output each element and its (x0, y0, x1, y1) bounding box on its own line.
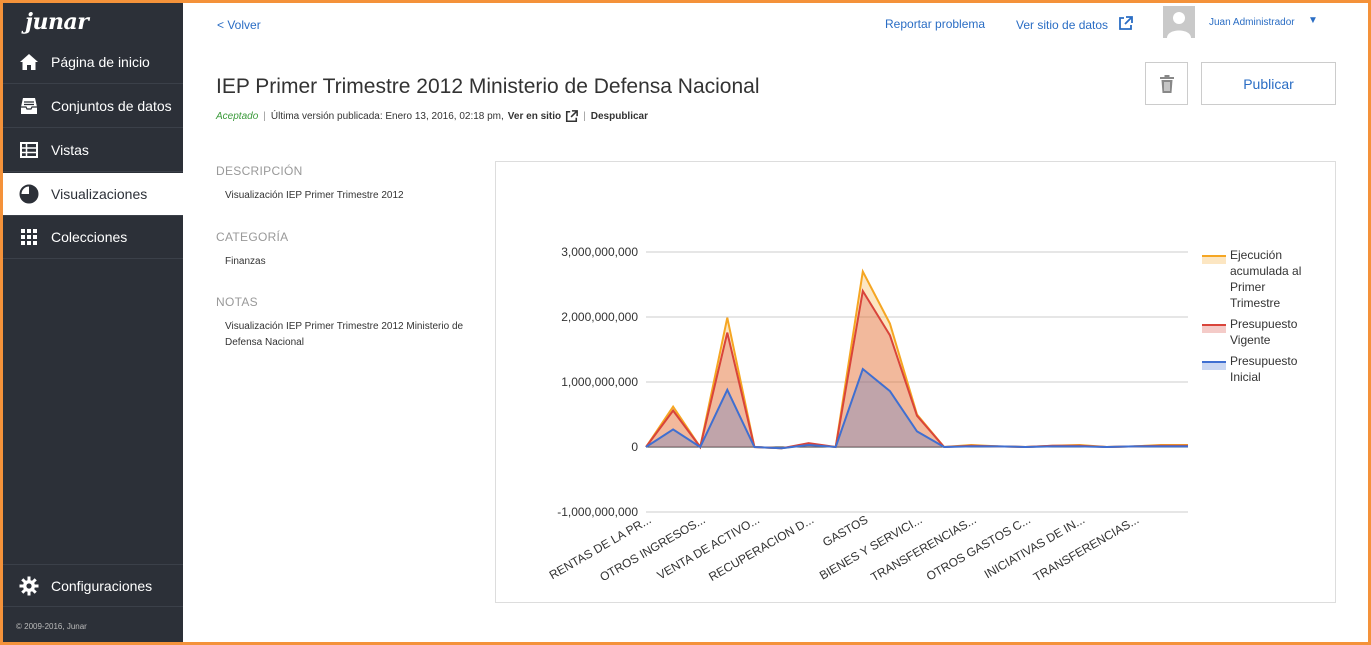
pie-chart-icon (19, 184, 39, 204)
sidebar-item-label: Vistas (51, 142, 89, 158)
category-heading: CATEGORÍA (216, 230, 289, 244)
y-tick-label: 3,000,000,000 (561, 245, 638, 259)
series-line (645, 367, 1188, 450)
y-tick-label: 1,000,000,000 (561, 375, 638, 389)
trash-icon (1159, 74, 1174, 93)
legend-swatch (1202, 325, 1226, 333)
page-title: IEP Primer Trimestre 2012 Ministerio de … (216, 75, 760, 98)
x-tick-label: RECUPERACION D... (706, 512, 816, 583)
copyright: © 2009-2016, Junar (16, 622, 87, 631)
sidebar-item-views[interactable]: Vistas (3, 129, 183, 172)
chart-panel: -1,000,000,000 0 1,000,000,000 2,000,000,00… (495, 161, 1336, 603)
legend-label: Presupuesto (1230, 354, 1298, 368)
sidebar-item-datasets[interactable]: Conjuntos de datos (3, 85, 183, 128)
published-info: Última versión publicada: Enero 13, 2016… (270, 111, 504, 122)
category-text: Finanzas (225, 256, 266, 267)
y-tick-label: 2,000,000,000 (561, 310, 638, 324)
sidebar-item-label: Conjuntos de datos (51, 98, 172, 114)
table-icon (20, 142, 38, 158)
external-link-icon[interactable] (565, 110, 579, 123)
description-text: Visualización IEP Primer Trimestre 2012 (225, 190, 404, 201)
sidebar: junar Página de inicio Conjuntos de dato… (3, 3, 183, 642)
legend-label: Inicial (1230, 370, 1261, 384)
sidebar-item-home[interactable]: Página de inicio (3, 41, 183, 84)
notes-heading: NOTAS (216, 295, 258, 309)
legend-label: Ejecución (1230, 248, 1282, 262)
delete-button[interactable] (1145, 62, 1188, 105)
unpublish-link[interactable]: Despublicar (590, 111, 649, 122)
junar-logo[interactable]: junar (25, 9, 89, 35)
user-silhouette-icon (1167, 12, 1191, 38)
grid-icon (21, 229, 37, 245)
legend-label: Primer (1230, 280, 1265, 294)
view-on-site-link[interactable]: Ver en sitio (507, 111, 562, 122)
sidebar-item-visualizations[interactable]: Visualizaciones (3, 173, 183, 216)
back-link[interactable]: < Volver (217, 18, 261, 32)
y-tick-label: -1,000,000,000 (557, 505, 638, 519)
y-tick-label: 0 (631, 440, 638, 454)
avatar[interactable] (1163, 6, 1195, 38)
separator: | (263, 111, 266, 122)
view-data-site-link[interactable]: Ver sitio de datos (1016, 18, 1109, 32)
report-problem-link[interactable]: Reportar problema (885, 17, 986, 31)
sidebar-item-collections[interactable]: Colecciones (3, 216, 183, 259)
app-frame: junar Página de inicio Conjuntos de dato… (3, 3, 1368, 642)
separator: | (583, 111, 586, 122)
sidebar-item-label: Página de inicio (51, 54, 150, 70)
notes-text: Visualización IEP Primer Trimestre 2012 … (225, 321, 464, 348)
legend-label: Vigente (1230, 333, 1271, 347)
user-menu[interactable]: Juan Administrador (1209, 17, 1295, 28)
legend-label: Presupuesto (1230, 317, 1298, 331)
area-chart: -1,000,000,000 0 1,000,000,000 2,000,000,00… (547, 245, 1302, 584)
legend-swatch (1202, 362, 1226, 370)
status-badge: Aceptado (216, 111, 259, 122)
publish-button[interactable]: Publicar (1201, 62, 1336, 105)
legend-label: acumulada al (1230, 264, 1301, 278)
publish-status-line: Aceptado | Última versión publicada: Ene… (216, 110, 648, 123)
gear-icon (19, 576, 39, 596)
external-link-icon[interactable] (1118, 16, 1133, 31)
sidebar-item-settings[interactable]: Configuraciones (3, 564, 183, 607)
inbox-icon (21, 98, 37, 114)
sidebar-item-label: Colecciones (51, 229, 128, 245)
chevron-down-icon[interactable]: ▼ (1308, 15, 1318, 26)
legend-swatch (1202, 256, 1226, 264)
sidebar-item-label: Visualizaciones (51, 186, 148, 202)
sidebar-item-label: Configuraciones (51, 577, 153, 594)
description-heading: DESCRIPCIÓN (216, 164, 303, 178)
legend-label: Trimestre (1230, 296, 1281, 310)
x-tick-label: OTROS GASTOS C... (924, 512, 1033, 583)
home-icon (20, 54, 38, 70)
